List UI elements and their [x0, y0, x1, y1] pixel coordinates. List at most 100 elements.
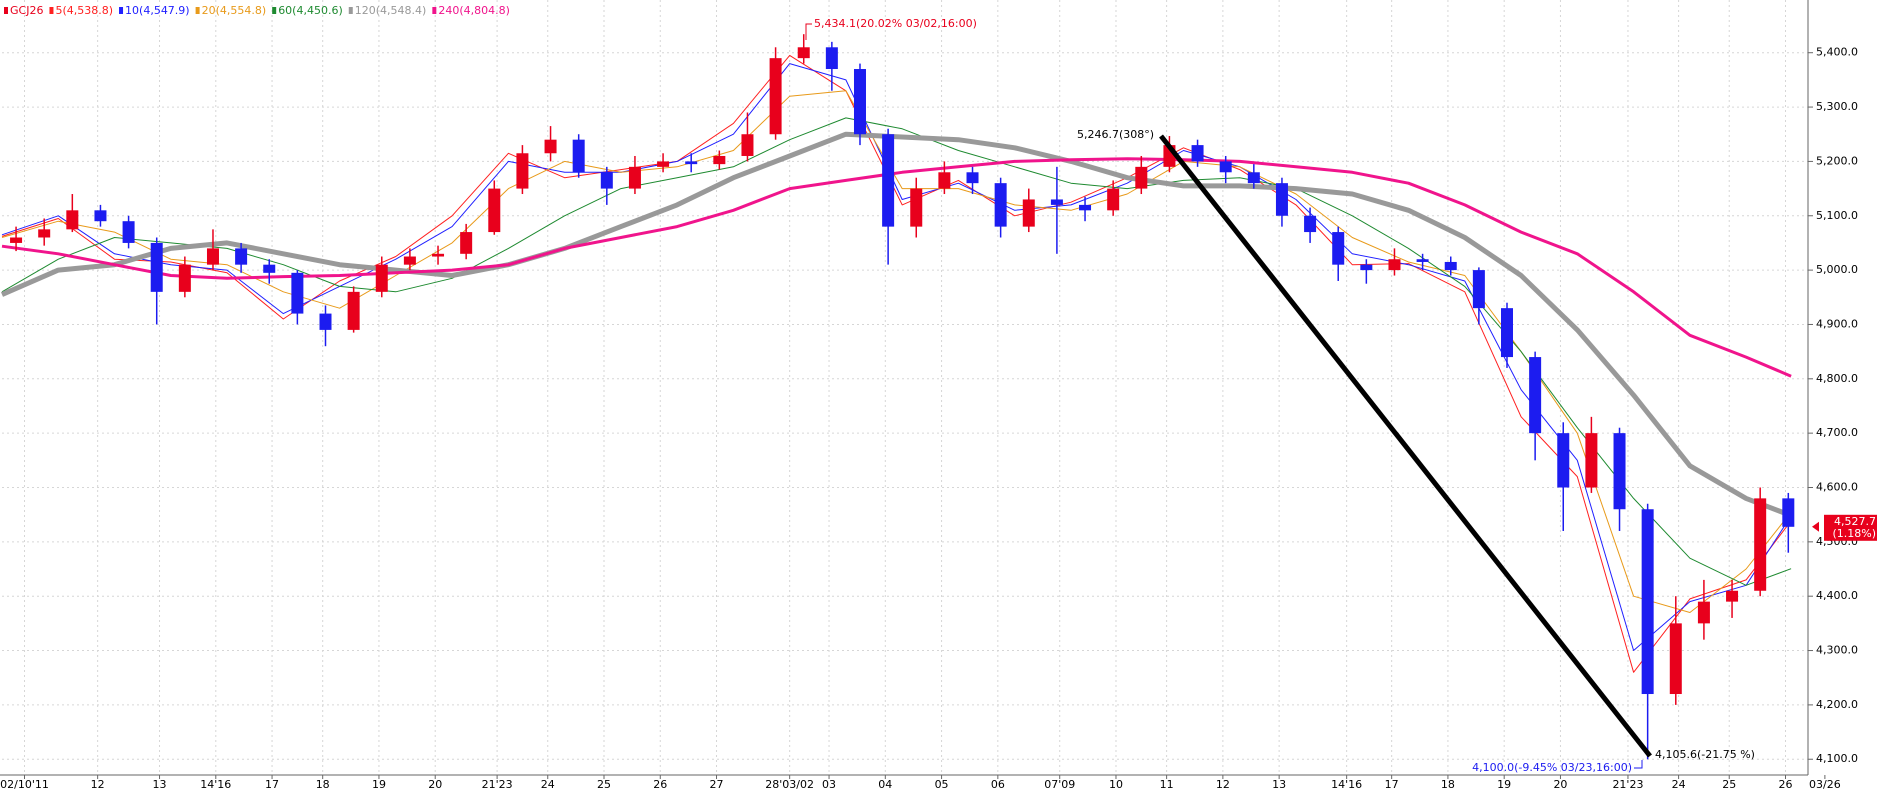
- candle-body: [1079, 204, 1092, 211]
- x-tick-label: 26: [1778, 778, 1792, 791]
- y-tick-label: 4,400.0: [1816, 589, 1858, 602]
- candle-body: [797, 47, 810, 59]
- x-tick-label: 03: [822, 778, 836, 791]
- annotation: 5,246.7(308°): [1077, 128, 1154, 141]
- legend-label: GCJ26: [10, 4, 43, 17]
- candle-body: [938, 172, 951, 189]
- annotation: 4,105.6(-21.75 %): [1655, 748, 1755, 761]
- candle-body: [1529, 357, 1542, 434]
- y-tick-label: 4,100.0: [1816, 752, 1858, 765]
- x-tick-label: 12: [91, 778, 105, 791]
- x-tick-label: 28'03/02: [765, 778, 814, 791]
- x-tick-label: 20: [1553, 778, 1567, 791]
- candle-body: [178, 264, 191, 292]
- candle-body: [206, 248, 219, 265]
- x-tick-label: 13: [153, 778, 167, 791]
- legend-swatch: [49, 7, 54, 14]
- candle-body: [1754, 498, 1767, 591]
- candle-body: [572, 139, 585, 173]
- y-tick-label: 4,300.0: [1816, 644, 1858, 657]
- x-tick-label: 25: [597, 778, 611, 791]
- x-tick-label: 18: [1441, 778, 1455, 791]
- x-tick-label: 10: [1109, 778, 1123, 791]
- x-tick-label: 14'16: [200, 778, 231, 791]
- candle-body: [853, 69, 866, 135]
- x-tick-label: 24: [1672, 778, 1686, 791]
- candle-body: [1191, 145, 1204, 162]
- y-tick-label: 4,700.0: [1816, 426, 1858, 439]
- candle-body: [375, 264, 388, 292]
- x-tick-label: 13: [1272, 778, 1286, 791]
- candle-body: [66, 210, 79, 230]
- price-marker: [1812, 521, 1819, 532]
- moving-average: [1, 90, 1792, 613]
- candle-body: [910, 188, 923, 227]
- candle-body: [1444, 261, 1457, 271]
- candle-body: [1332, 232, 1345, 265]
- grid-layer: [2, 0, 1808, 775]
- candle-body: [1388, 259, 1401, 271]
- candle-body: [1557, 433, 1570, 488]
- candle-body: [994, 183, 1007, 227]
- candle-body: [966, 172, 979, 184]
- candle-body: [1022, 199, 1035, 227]
- candle-body: [1135, 166, 1148, 189]
- ma-layer: [1, 54, 1792, 673]
- legend-swatch: [272, 7, 277, 14]
- candle-body: [600, 172, 613, 189]
- candle-body: [347, 291, 360, 330]
- annotation: 5,434.1(20.02% 03/02,16:00): [814, 17, 977, 30]
- candle-body: [1107, 188, 1120, 211]
- legend-label: 120(4,548.4): [355, 4, 427, 17]
- legend-label: 20(4,554.8): [202, 4, 267, 17]
- moving-average: [1, 54, 1792, 673]
- candle-body: [94, 210, 107, 222]
- price-label: 4,527.7: [1834, 515, 1876, 528]
- x-tick-label: 02/10'11: [0, 778, 49, 791]
- legend-swatch: [4, 7, 8, 14]
- candle-body: [1416, 259, 1429, 262]
- candle-body: [1641, 509, 1654, 695]
- candle-body: [235, 248, 248, 265]
- candle-body: [38, 229, 51, 238]
- x-tick-label: 11: [1160, 778, 1174, 791]
- x-tick-label: 14'16: [1331, 778, 1362, 791]
- candle-body: [291, 272, 304, 314]
- x-tick-label: 27: [710, 778, 724, 791]
- candle-body: [403, 256, 416, 265]
- y-tick-label: 5,300.0: [1816, 100, 1858, 113]
- candle-body: [432, 253, 445, 257]
- candle-body: [713, 155, 726, 165]
- candle-body: [1050, 199, 1063, 205]
- candle-body: [685, 161, 698, 165]
- candle-body: [1275, 183, 1288, 216]
- x-tick-label: 18: [316, 778, 330, 791]
- y-tick-label: 5,000.0: [1816, 263, 1858, 276]
- candle-body: [10, 237, 23, 243]
- legend-label: 5(4,538.8): [55, 4, 113, 17]
- y-tick-label: 5,100.0: [1816, 209, 1858, 222]
- x-tick-label: 19: [1497, 778, 1511, 791]
- x-tick-label: 05: [935, 778, 949, 791]
- legend-swatch: [348, 7, 353, 14]
- x-tick-label: 25: [1722, 778, 1736, 791]
- candle-layer: [10, 34, 1795, 760]
- candle-body: [263, 264, 276, 273]
- candle-body: [825, 47, 838, 70]
- y-tick-label: 5,400.0: [1816, 46, 1858, 59]
- candle-body: [460, 232, 473, 254]
- candle-body: [1697, 601, 1710, 624]
- x-tick-label: 03/26: [1809, 778, 1841, 791]
- trend-line: [1159, 134, 1652, 758]
- x-tick-label: 24: [541, 778, 555, 791]
- change-label: (1.18%): [1832, 527, 1876, 540]
- y-tick-label: 5,200.0: [1816, 154, 1858, 167]
- candle-body: [741, 134, 754, 156]
- moving-average: [1, 63, 1792, 651]
- annotation: 4,100.0(-9.45% 03/23,16:00): [1472, 761, 1632, 774]
- x-tick-label: 12: [1216, 778, 1230, 791]
- legend-label: 240(4,804.8): [438, 4, 510, 17]
- y-tick-label: 4,900.0: [1816, 317, 1858, 330]
- candle-body: [122, 221, 135, 243]
